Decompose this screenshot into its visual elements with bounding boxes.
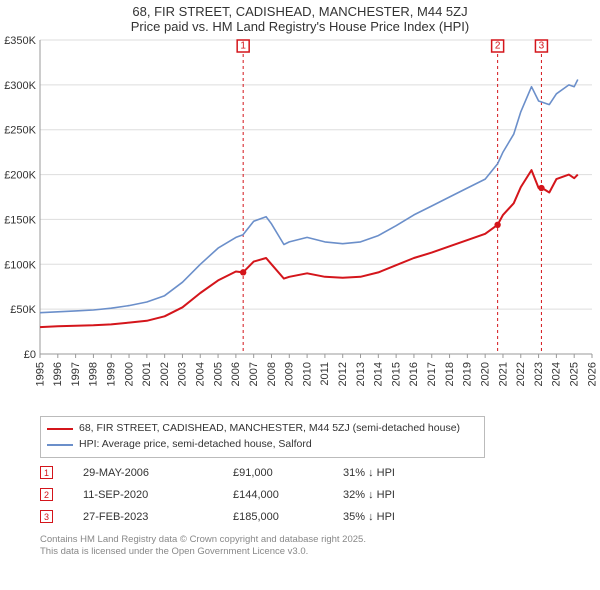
legend-swatch <box>47 444 73 446</box>
svg-text:2019: 2019 <box>462 362 474 386</box>
svg-text:2024: 2024 <box>551 362 563 386</box>
svg-text:1: 1 <box>240 41 246 52</box>
svg-text:2004: 2004 <box>195 362 207 386</box>
marker-price: £144,000 <box>233 489 343 501</box>
legend-label: 68, FIR STREET, CADISHEAD, MANCHESTER, M… <box>79 421 460 437</box>
marker-price: £91,000 <box>233 467 343 479</box>
legend-swatch <box>47 428 73 430</box>
chart-titles: 68, FIR STREET, CADISHEAD, MANCHESTER, M… <box>0 0 600 34</box>
title-line-2: Price paid vs. HM Land Registry's House … <box>0 19 600 34</box>
svg-text:2010: 2010 <box>301 362 313 386</box>
svg-text:2005: 2005 <box>212 362 224 386</box>
svg-text:2018: 2018 <box>444 362 456 386</box>
svg-text:£200K: £200K <box>4 170 36 182</box>
price-chart: £0 £50K £100K £150K £200K £250K £300K £350K 1995… <box>0 34 600 414</box>
svg-text:3: 3 <box>539 41 545 52</box>
svg-text:2013: 2013 <box>355 362 367 386</box>
marker-table: 1 29-MAY-2006£91,00031% ↓ HPI 2 11-SEP-2020… <box>40 462 588 528</box>
svg-text:2012: 2012 <box>337 362 349 386</box>
footer-line-1: Contains HM Land Registry data © Crown c… <box>40 534 588 546</box>
svg-text:1995: 1995 <box>34 362 46 386</box>
chart-container: £0 £50K £100K £150K £200K £250K £300K £350K 1995… <box>0 34 600 414</box>
marker-date: 27-FEB-2023 <box>83 511 233 523</box>
svg-text:2008: 2008 <box>266 362 278 386</box>
svg-text:2017: 2017 <box>426 362 438 386</box>
svg-text:2009: 2009 <box>284 362 296 386</box>
svg-text:1996: 1996 <box>52 362 64 386</box>
svg-text:1997: 1997 <box>70 362 82 386</box>
svg-text:2025: 2025 <box>568 362 580 386</box>
svg-text:1998: 1998 <box>88 362 100 386</box>
marker-number-box: 2 <box>40 488 53 501</box>
marker-row: 3 27-FEB-2023£185,00035% ↓ HPI <box>40 506 588 528</box>
footer-line-2: This data is licensed under the Open Gov… <box>40 546 588 558</box>
legend-row: HPI: Average price, semi-detached house,… <box>47 437 478 453</box>
svg-text:£300K: £300K <box>4 80 36 92</box>
svg-text:2001: 2001 <box>141 362 153 386</box>
legend: 68, FIR STREET, CADISHEAD, MANCHESTER, M… <box>40 416 485 458</box>
svg-text:2003: 2003 <box>177 362 189 386</box>
title-line-1: 68, FIR STREET, CADISHEAD, MANCHESTER, M… <box>0 4 600 19</box>
svg-text:2021: 2021 <box>497 362 509 386</box>
marker-row: 1 29-MAY-2006£91,00031% ↓ HPI <box>40 462 588 484</box>
svg-text:2007: 2007 <box>248 362 260 386</box>
svg-text:2022: 2022 <box>515 362 527 386</box>
svg-text:£350K: £350K <box>4 35 36 47</box>
svg-text:£50K: £50K <box>10 304 36 316</box>
svg-text:2000: 2000 <box>123 362 135 386</box>
svg-text:£250K: £250K <box>4 125 36 137</box>
marker-date: 11-SEP-2020 <box>83 489 233 501</box>
svg-text:2023: 2023 <box>533 362 545 386</box>
svg-text:2026: 2026 <box>586 362 598 386</box>
marker-number-box: 3 <box>40 510 53 523</box>
marker-diff: 31% ↓ HPI <box>343 467 463 479</box>
marker-number-box: 1 <box>40 466 53 479</box>
marker-price: £185,000 <box>233 511 343 523</box>
legend-label: HPI: Average price, semi-detached house,… <box>79 437 312 453</box>
svg-text:2015: 2015 <box>390 362 402 386</box>
svg-text:2016: 2016 <box>408 362 420 386</box>
svg-text:£150K: £150K <box>4 214 36 226</box>
svg-text:£0: £0 <box>24 349 36 361</box>
legend-row: 68, FIR STREET, CADISHEAD, MANCHESTER, M… <box>47 421 478 437</box>
svg-text:2: 2 <box>495 41 501 52</box>
svg-text:£100K: £100K <box>4 259 36 271</box>
marker-diff: 32% ↓ HPI <box>343 489 463 501</box>
svg-text:2011: 2011 <box>319 362 331 386</box>
marker-diff: 35% ↓ HPI <box>343 511 463 523</box>
svg-text:2014: 2014 <box>373 362 385 386</box>
svg-text:2006: 2006 <box>230 362 242 386</box>
svg-text:2002: 2002 <box>159 362 171 386</box>
svg-text:2020: 2020 <box>479 362 491 386</box>
footer-attribution: Contains HM Land Registry data © Crown c… <box>40 534 588 559</box>
marker-row: 2 11-SEP-2020£144,00032% ↓ HPI <box>40 484 588 506</box>
svg-text:1999: 1999 <box>106 362 118 386</box>
marker-date: 29-MAY-2006 <box>83 467 233 479</box>
